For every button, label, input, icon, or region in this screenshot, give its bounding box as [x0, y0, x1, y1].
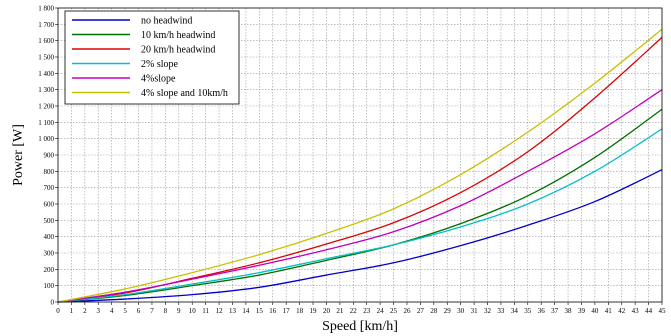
series-line-4-slope-and-10km-h [57, 28, 663, 303]
x-tick-label: 17 [283, 307, 291, 315]
x-tick-label: 33 [497, 307, 505, 315]
x-tick-label: 42 [618, 307, 626, 315]
legend-label-no-headwind: no headwind [141, 16, 192, 27]
legend-label-4-slope: 4%slope [141, 74, 176, 85]
x-axis-label: Speed [km/h] [322, 319, 398, 334]
y-axis-label: Power [W] [11, 124, 26, 186]
x-tick-label: 41 [605, 307, 613, 315]
y-tick-label: 1 600 [38, 37, 54, 45]
x-tick-label: 36 [538, 307, 546, 315]
y-tick-label: 800 [44, 168, 55, 176]
y-tick-label: 1 300 [38, 86, 54, 94]
x-tick-label: 3 [97, 307, 101, 315]
x-tick-label: 43 [632, 307, 640, 315]
x-tick-label: 4 [110, 307, 114, 315]
y-tick-label: 500 [44, 217, 55, 225]
y-tick-label: 1 400 [38, 70, 54, 78]
x-tick-label: 12 [216, 307, 224, 315]
y-tick-label: 1 100 [38, 119, 54, 127]
x-tick-label: 15 [256, 307, 264, 315]
x-tick-label: 34 [511, 307, 519, 315]
x-tick-label: 32 [484, 307, 492, 315]
x-tick-label: 40 [591, 307, 599, 315]
y-tick-label: 600 [44, 201, 55, 209]
y-tick-label: 1 800 [38, 5, 54, 13]
x-tick-label: 18 [296, 307, 304, 315]
y-tick-label: 1 000 [38, 135, 54, 143]
y-tick-label: 1 700 [38, 21, 54, 29]
y-tick-label: 300 [44, 250, 55, 258]
x-tick-label: 37 [551, 307, 559, 315]
y-tick-label: 400 [44, 233, 55, 241]
y-tick-label: 900 [44, 152, 55, 160]
x-tick-label: 9 [177, 307, 181, 315]
x-tick-label: 19 [310, 307, 318, 315]
x-tick-label: 39 [578, 307, 586, 315]
y-tick-label: 700 [44, 184, 55, 192]
x-tick-label: 24 [377, 307, 385, 315]
x-tick-label: 16 [269, 307, 277, 315]
series-line-10-km-h-headwind [57, 108, 663, 303]
legend-label-20-km-h-headwind: 20 km/h headwind [141, 45, 215, 56]
x-tick-label: 30 [457, 307, 465, 315]
x-tick-label: 45 [659, 307, 667, 315]
x-tick-label: 8 [164, 307, 168, 315]
legend-label-4-slope-and-10km-h: 4% slope and 10km/h [141, 88, 228, 99]
y-tick-label: 1 500 [38, 54, 54, 62]
x-tick-label: 27 [417, 307, 425, 315]
series-line-4-slope [57, 89, 663, 303]
x-tick-label: 0 [56, 307, 60, 315]
y-tick-label: 1 200 [38, 103, 54, 111]
x-tick-label: 7 [150, 307, 154, 315]
y-tick-label: 100 [44, 282, 55, 290]
x-tick-label: 26 [403, 307, 411, 315]
series-line-no-headwind [57, 169, 663, 303]
x-tick-label: 29 [444, 307, 452, 315]
x-tick-label: 21 [336, 307, 344, 315]
series-layer [57, 28, 663, 303]
x-tick-label: 35 [524, 307, 532, 315]
legend-label-10-km-h-headwind: 10 km/h headwind [141, 30, 215, 41]
x-tick-label: 11 [202, 307, 209, 315]
x-tick-label: 14 [242, 307, 250, 315]
x-tick-label: 20 [323, 307, 331, 315]
y-tick-label: 0 [51, 299, 55, 307]
x-tick-label: 31 [471, 307, 479, 315]
legend: no headwind 10 km/h headwind 20 km/h headw… [64, 10, 240, 105]
legend-label-2-slope: 2% slope [141, 59, 179, 70]
x-tick-label: 28 [430, 307, 438, 315]
x-tick-label: 44 [645, 307, 653, 315]
x-tick-label: 13 [229, 307, 237, 315]
x-tick-labels: 0 1 2 3 4 5 6 7 8 9 10 11 12 13 14 15 16 17 18 19 20 21 22 23 24… [56, 307, 666, 315]
x-tick-label: 5 [123, 307, 127, 315]
legend-box [64, 10, 240, 105]
y-tick-labels: 0 100 200 300 400 500 600 700 800 900 1 000 1 100 1 … [38, 5, 54, 307]
x-tick-label: 22 [350, 307, 358, 315]
x-tick-label: 6 [137, 307, 141, 315]
x-tick-label: 10 [189, 307, 197, 315]
axes [55, 7, 663, 305]
series-line-2-slope [57, 128, 663, 303]
y-tick-label: 200 [44, 266, 55, 274]
x-tick-label: 23 [363, 307, 371, 315]
x-tick-label: 25 [390, 307, 398, 315]
x-tick-label: 38 [565, 307, 573, 315]
x-tick-label: 1 [70, 307, 74, 315]
x-tick-label: 2 [83, 307, 87, 315]
